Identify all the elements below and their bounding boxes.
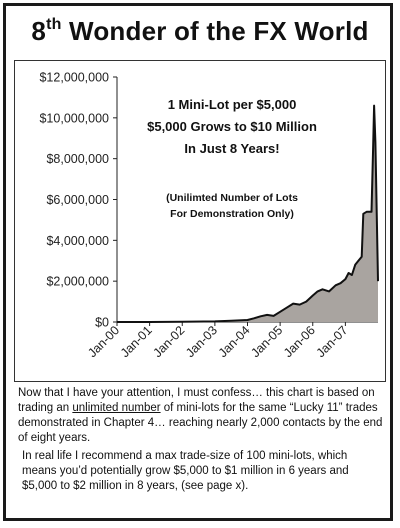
x-axis: Jan-00Jan-01Jan-02Jan-03Jan-04Jan-05Jan-… xyxy=(85,321,378,360)
annotation-note: (Unilimted Number of Lots xyxy=(166,192,298,204)
x-tick-label: Jan-05 xyxy=(248,323,285,360)
x-tick-label: Jan-07 xyxy=(314,323,351,360)
chart-frame xyxy=(14,60,386,382)
y-axis: $0 $2,000,000 $4,000,000 $6,000,000 $8,000,0… xyxy=(39,71,118,330)
x-tick-label: Jan-04 xyxy=(216,323,253,360)
paragraph-confession: Now that I have your attention, I must c… xyxy=(18,387,383,444)
y-tick-label: $0 xyxy=(95,316,109,330)
x-tick-label: Jan-06 xyxy=(281,323,318,360)
page-title: 8th Wonder of the FX World xyxy=(31,16,369,46)
chart-annotation: 1 Mini-Lot per $5,000 $5,000 Grows to $10… xyxy=(147,97,317,220)
y-tick-label: $12,000,000 xyxy=(39,71,109,85)
page-border xyxy=(3,3,393,521)
underlined-phrase: unlimited number xyxy=(72,402,161,414)
x-tick-label: Jan-02 xyxy=(150,323,187,360)
y-tick-label: $4,000,000 xyxy=(46,234,109,248)
y-tick-label: $6,000,000 xyxy=(46,193,109,207)
paragraph-recommendation: In real life I recommend a max trade-siz… xyxy=(22,450,349,492)
y-tick-label: $2,000,000 xyxy=(46,275,109,289)
x-tick-label: Jan-03 xyxy=(183,323,220,360)
y-tick-label: $8,000,000 xyxy=(46,152,109,166)
area-fill xyxy=(117,105,378,322)
annotation-line: $5,000 Grows to $10 Million xyxy=(147,119,317,134)
annotation-note: For Demonstration Only) xyxy=(170,208,294,220)
series-line xyxy=(117,104,379,323)
y-tick-label: $10,000,000 xyxy=(39,111,109,125)
annotation-line: In Just 8 Years! xyxy=(184,141,279,156)
x-tick-label: Jan-01 xyxy=(118,323,155,360)
annotation-line: 1 Mini-Lot per $5,000 xyxy=(168,97,297,112)
plot-area xyxy=(117,104,379,323)
